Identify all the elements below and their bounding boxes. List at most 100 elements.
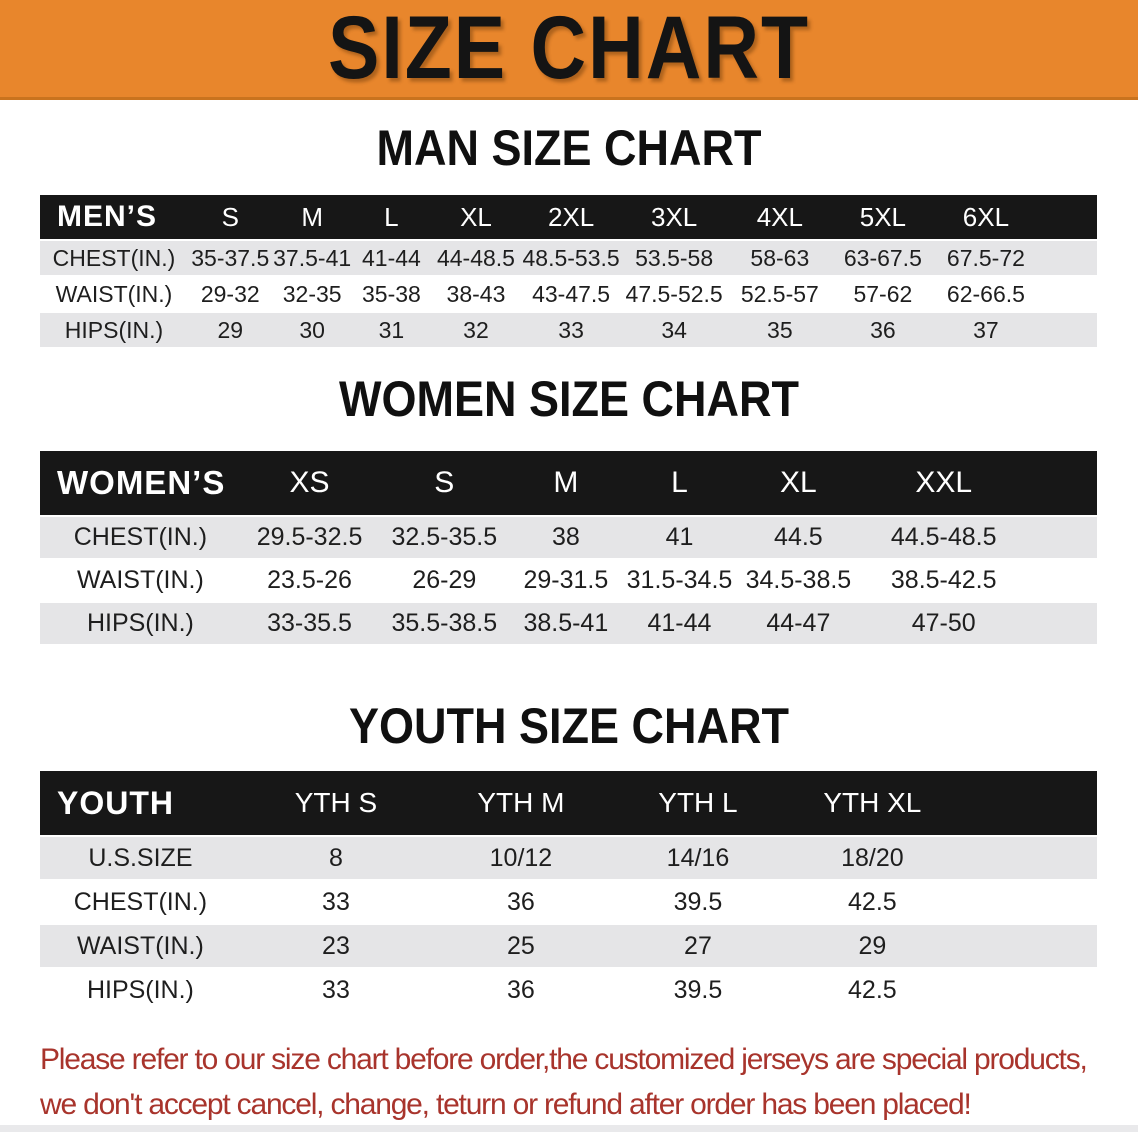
cell: 41-44	[621, 603, 738, 644]
women-col-header-xxl: XXL	[859, 451, 1029, 515]
spacer-cell	[1028, 560, 1097, 601]
cell: 38-43	[431, 277, 521, 311]
cell: 36	[431, 969, 611, 1011]
spacer-cell	[1028, 603, 1097, 644]
men-col-header-3xl: 3XL	[621, 195, 727, 239]
cell: 58-63	[726, 241, 833, 275]
row-label: U.S.SIZE	[40, 837, 241, 879]
cell: 48.5-53.5	[520, 241, 622, 275]
youth-col-header-xl: YTH XL	[785, 771, 960, 835]
women-col-header-l: L	[621, 451, 738, 515]
cell: 43-47.5	[520, 277, 622, 311]
youth-col-header-s: YTH S	[240, 771, 432, 835]
men-col-header-m: M	[272, 195, 352, 239]
cell: 35.5-38.5	[378, 603, 511, 644]
cell: 42.5	[785, 969, 960, 1011]
cell: 23	[240, 925, 432, 967]
men-col-header-l: L	[351, 195, 432, 239]
women-size-table: WOMEN’S XS S M L XL XXL CHEST(IN.) 29.5-…	[40, 449, 1097, 646]
cell: 32	[431, 313, 521, 347]
cell: 32-35	[272, 277, 352, 311]
cell: 44-47	[737, 603, 860, 644]
cell: 57-62	[832, 277, 934, 311]
women-col-header-m: M	[510, 451, 622, 515]
row-label: HIPS(IN.)	[40, 969, 241, 1011]
cell: 32.5-35.5	[378, 517, 511, 558]
men-header-row: MEN’S S M L XL 2XL 3XL 4XL 5XL 6XL	[40, 195, 1097, 239]
row-label: HIPS(IN.)	[40, 603, 241, 644]
cell: 33	[240, 881, 432, 923]
youth-chest-row: CHEST(IN.) 33 36 39.5 42.5	[40, 881, 1097, 923]
cell: 52.5-57	[726, 277, 833, 311]
banner-title: SIZE CHART	[328, 0, 810, 98]
men-hips-row: HIPS(IN.) 29 30 31 32 33 34 35 36 37	[40, 313, 1097, 347]
cell: 47-50	[859, 603, 1029, 644]
youth-section-heading: YOUTH SIZE CHART	[348, 696, 789, 754]
man-section-heading: MAN SIZE CHART	[376, 118, 762, 176]
spacer-cell	[959, 969, 1097, 1011]
men-col-header-4xl: 4XL	[726, 195, 833, 239]
women-hips-row: HIPS(IN.) 33-35.5 35.5-38.5 38.5-41 41-4…	[40, 603, 1097, 644]
cell: 41-44	[351, 241, 432, 275]
row-label: WAIST(IN.)	[40, 925, 241, 967]
cell: 38.5-41	[510, 603, 622, 644]
disclaimer-text: Please refer to our size chart before or…	[0, 1037, 1138, 1127]
women-table-title: WOMEN’S	[40, 451, 241, 515]
cell: 33	[520, 313, 622, 347]
cell: 42.5	[785, 881, 960, 923]
men-table-title: MEN’S	[40, 195, 188, 239]
row-label: WAIST(IN.)	[40, 277, 188, 311]
cell: 53.5-58	[621, 241, 727, 275]
spacer-cell	[959, 771, 1097, 835]
men-waist-row: WAIST(IN.) 29-32 32-35 35-38 38-43 43-47…	[40, 277, 1097, 311]
cell: 37	[933, 313, 1039, 347]
cell: 35-38	[351, 277, 432, 311]
cell: 39.5	[610, 969, 786, 1011]
spacer-cell	[1038, 277, 1097, 311]
spacer-cell	[1038, 195, 1097, 239]
cell: 36	[431, 881, 611, 923]
cell: 39.5	[610, 881, 786, 923]
row-label: WAIST(IN.)	[40, 560, 241, 601]
youth-ussize-row: U.S.SIZE 8 10/12 14/16 18/20	[40, 837, 1097, 879]
cell: 29	[785, 925, 960, 967]
cell: 18/20	[785, 837, 960, 879]
cell: 14/16	[610, 837, 786, 879]
youth-col-header-l: YTH L	[610, 771, 786, 835]
spacer-cell	[1038, 313, 1097, 347]
women-section-heading: WOMEN SIZE CHART	[339, 369, 799, 427]
cell: 33	[240, 969, 432, 1011]
cell: 31	[351, 313, 432, 347]
women-col-header-xs: XS	[240, 451, 379, 515]
cell: 29.5-32.5	[240, 517, 379, 558]
cell: 31.5-34.5	[621, 560, 738, 601]
men-col-header-xl: XL	[431, 195, 521, 239]
cell: 36	[832, 313, 934, 347]
cell: 34.5-38.5	[737, 560, 860, 601]
cell: 29-31.5	[510, 560, 622, 601]
men-col-header-2xl: 2XL	[520, 195, 622, 239]
row-label: CHEST(IN.)	[40, 517, 241, 558]
youth-waist-row: WAIST(IN.) 23 25 27 29	[40, 925, 1097, 967]
cell: 8	[240, 837, 432, 879]
spacer-cell	[1028, 451, 1097, 515]
men-col-header-s: S	[187, 195, 273, 239]
row-label: HIPS(IN.)	[40, 313, 188, 347]
row-label: CHEST(IN.)	[40, 881, 241, 923]
men-size-table: MEN’S S M L XL 2XL 3XL 4XL 5XL 6XL CHEST…	[40, 193, 1097, 349]
size-chart-banner: SIZE CHART	[0, 0, 1138, 100]
cell: 38.5-42.5	[859, 560, 1029, 601]
cell: 47.5-52.5	[621, 277, 727, 311]
disclaimer-line-1: Please refer to our size chart before or…	[40, 1043, 1088, 1076]
men-col-header-6xl: 6XL	[933, 195, 1039, 239]
women-waist-row: WAIST(IN.) 23.5-26 26-29 29-31.5 31.5-34…	[40, 560, 1097, 601]
men-col-header-5xl: 5XL	[832, 195, 934, 239]
cell: 29	[187, 313, 273, 347]
youth-size-table: YOUTH YTH S YTH M YTH L YTH XL U.S.SIZE …	[40, 769, 1097, 1013]
youth-table-title: YOUTH	[40, 771, 241, 835]
cell: 62-66.5	[933, 277, 1039, 311]
women-col-header-s: S	[378, 451, 511, 515]
spacer-cell	[959, 881, 1097, 923]
spacer-cell	[1038, 241, 1097, 275]
women-header-row: WOMEN’S XS S M L XL XXL	[40, 451, 1097, 515]
